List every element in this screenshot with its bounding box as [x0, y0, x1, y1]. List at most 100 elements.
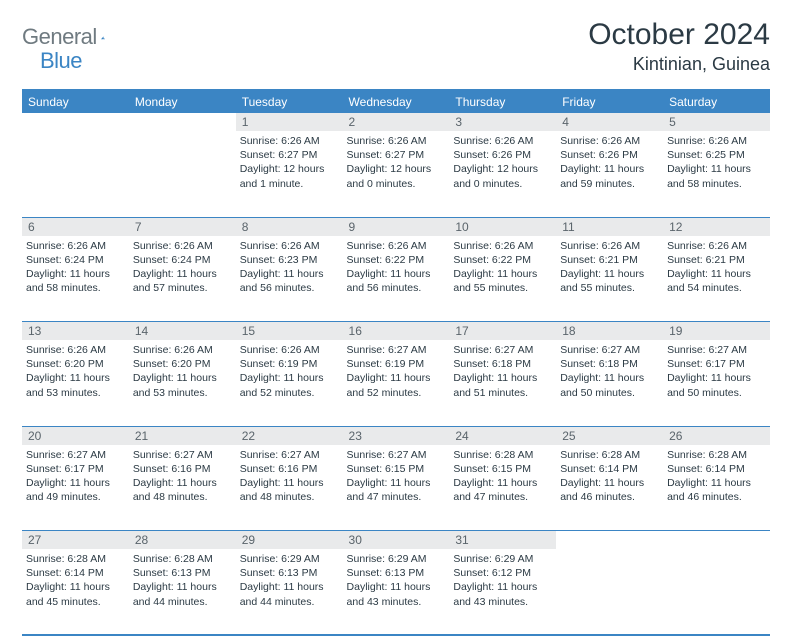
sunrise-text: Sunrise: 6:26 AM	[453, 134, 552, 148]
day-number: 30	[349, 533, 362, 547]
daylight-text: Daylight: 11 hours and 54 minutes.	[667, 267, 766, 295]
sunset-text: Sunset: 6:14 PM	[667, 462, 766, 476]
sunset-text: Sunset: 6:19 PM	[347, 357, 446, 371]
sunset-text: Sunset: 6:13 PM	[133, 566, 232, 580]
sunrise-text: Sunrise: 6:27 AM	[26, 448, 125, 462]
day-content-cell: Sunrise: 6:28 AMSunset: 6:14 PMDaylight:…	[663, 445, 770, 531]
daylight-text: Daylight: 11 hours and 46 minutes.	[560, 476, 659, 504]
day-number-cell: 13	[22, 322, 129, 341]
day-number-cell: 6	[22, 217, 129, 236]
day-content-cell: Sunrise: 6:26 AMSunset: 6:21 PMDaylight:…	[663, 236, 770, 322]
day-number-cell: 14	[129, 322, 236, 341]
day-number-row: 12345	[22, 113, 770, 131]
day-number: 22	[242, 429, 255, 443]
day-content-cell: Sunrise: 6:29 AMSunset: 6:13 PMDaylight:…	[236, 549, 343, 635]
day-content-cell: Sunrise: 6:28 AMSunset: 6:14 PMDaylight:…	[556, 445, 663, 531]
day-number-cell: 25	[556, 426, 663, 445]
sunrise-text: Sunrise: 6:26 AM	[667, 134, 766, 148]
calendar-table: Sunday Monday Tuesday Wednesday Thursday…	[22, 89, 770, 636]
day-number-cell: 30	[343, 531, 450, 550]
day-content-cell: Sunrise: 6:26 AMSunset: 6:22 PMDaylight:…	[343, 236, 450, 322]
sunset-text: Sunset: 6:24 PM	[26, 253, 125, 267]
sunset-text: Sunset: 6:24 PM	[133, 253, 232, 267]
day-content-cell: Sunrise: 6:27 AMSunset: 6:16 PMDaylight:…	[236, 445, 343, 531]
daylight-text: Daylight: 11 hours and 57 minutes.	[133, 267, 232, 295]
location: Kintinian, Guinea	[588, 54, 770, 75]
day-number-cell: 20	[22, 426, 129, 445]
day-content-row: Sunrise: 6:28 AMSunset: 6:14 PMDaylight:…	[22, 549, 770, 635]
sunrise-text: Sunrise: 6:26 AM	[133, 343, 232, 357]
sunset-text: Sunset: 6:27 PM	[240, 148, 339, 162]
sunrise-text: Sunrise: 6:27 AM	[133, 448, 232, 462]
day-number-cell: 2	[343, 113, 450, 131]
day-content-cell	[129, 131, 236, 217]
day-content-row: Sunrise: 6:27 AMSunset: 6:17 PMDaylight:…	[22, 445, 770, 531]
logo-text-general: General	[22, 24, 97, 50]
sunset-text: Sunset: 6:17 PM	[26, 462, 125, 476]
day-number-cell	[556, 531, 663, 550]
day-content-row: Sunrise: 6:26 AMSunset: 6:24 PMDaylight:…	[22, 236, 770, 322]
day-number: 20	[28, 429, 41, 443]
day-content-row: Sunrise: 6:26 AM Sunset: 6:20 PM Daylight:…	[22, 340, 770, 426]
day-number-cell	[129, 113, 236, 131]
daylight-text: Daylight: 11 hours and 53 minutes.	[133, 371, 232, 399]
sunset-text: Sunset: 6:20 PM	[26, 357, 125, 371]
daylight-text: Daylight: 11 hours and 50 minutes.	[667, 371, 766, 399]
daylight-text: Daylight: 11 hours and 56 minutes.	[240, 267, 339, 295]
daylight-text: Daylight: 12 hours and 0 minutes.	[453, 162, 552, 190]
day-number: 12	[669, 220, 682, 234]
day-number: 13	[28, 324, 41, 338]
day-content-cell: Sunrise: 6:26 AMSunset: 6:26 PMDaylight:…	[556, 131, 663, 217]
day-header: Friday	[556, 90, 663, 113]
day-header: Monday	[129, 90, 236, 113]
sunset-text: Sunset: 6:14 PM	[26, 566, 125, 580]
day-number-cell: 24	[449, 426, 556, 445]
daylight-text: Daylight: 11 hours and 58 minutes.	[667, 162, 766, 190]
sunset-text: Sunset: 6:22 PM	[347, 253, 446, 267]
daylight-text: Daylight: 11 hours and 49 minutes.	[26, 476, 125, 504]
day-number-cell: 26	[663, 426, 770, 445]
day-number-cell: 23	[343, 426, 450, 445]
daylight-text: Daylight: 11 hours and 56 minutes.	[347, 267, 446, 295]
daylight-text: Daylight: 11 hours and 59 minutes.	[560, 162, 659, 190]
day-content-cell	[22, 131, 129, 217]
day-content-cell: Sunrise: 6:26 AMSunset: 6:25 PMDaylight:…	[663, 131, 770, 217]
sunrise-text: Sunrise: 6:27 AM	[560, 343, 659, 357]
month-title: October 2024	[588, 18, 770, 52]
day-number-cell: 5	[663, 113, 770, 131]
daylight-text: Daylight: 11 hours and 58 minutes.	[26, 267, 125, 295]
sunrise-text: Sunrise: 6:27 AM	[240, 448, 339, 462]
sunset-text: Sunset: 6:13 PM	[347, 566, 446, 580]
day-content-cell: Sunrise: 6:26 AMSunset: 6:27 PMDaylight:…	[343, 131, 450, 217]
sunrise-text: Sunrise: 6:27 AM	[453, 343, 552, 357]
daylight-text: Daylight: 11 hours and 45 minutes.	[26, 580, 125, 608]
daylight-text: Daylight: 12 hours and 1 minute.	[240, 162, 339, 190]
day-header: Sunday	[22, 90, 129, 113]
day-content-cell: Sunrise: 6:27 AMSunset: 6:18 PMDaylight:…	[449, 340, 556, 426]
day-number-cell: 8	[236, 217, 343, 236]
sunset-text: Sunset: 6:16 PM	[240, 462, 339, 476]
sunset-text: Sunset: 6:15 PM	[347, 462, 446, 476]
daylight-text: Daylight: 11 hours and 52 minutes.	[240, 371, 339, 399]
day-number: 25	[562, 429, 575, 443]
day-number-cell: 3	[449, 113, 556, 131]
sunrise-text: Sunrise: 6:26 AM	[26, 239, 125, 253]
daylight-text: Daylight: 11 hours and 47 minutes.	[453, 476, 552, 504]
sunrise-text: Sunrise: 6:26 AM	[240, 343, 339, 357]
day-number-cell: 1	[236, 113, 343, 131]
day-content-cell: Sunrise: 6:27 AMSunset: 6:17 PMDaylight:…	[22, 445, 129, 531]
day-number-cell	[22, 113, 129, 131]
day-number: 17	[455, 324, 468, 338]
sunrise-text: Sunrise: 6:29 AM	[453, 552, 552, 566]
day-number-cell: 11	[556, 217, 663, 236]
day-number-cell	[663, 531, 770, 550]
day-number-cell: 27	[22, 531, 129, 550]
sunrise-text: Sunrise: 6:29 AM	[240, 552, 339, 566]
sunrise-text: Sunrise: 6:28 AM	[26, 552, 125, 566]
daylight-text: Daylight: 11 hours and 48 minutes.	[133, 476, 232, 504]
day-number: 10	[455, 220, 468, 234]
daylight-text: Daylight: 11 hours and 52 minutes.	[347, 371, 446, 399]
sunset-text: Sunset: 6:17 PM	[667, 357, 766, 371]
day-number: 3	[455, 115, 462, 129]
day-content-cell: Sunrise: 6:26 AMSunset: 6:20 PMDaylight:…	[22, 340, 129, 426]
